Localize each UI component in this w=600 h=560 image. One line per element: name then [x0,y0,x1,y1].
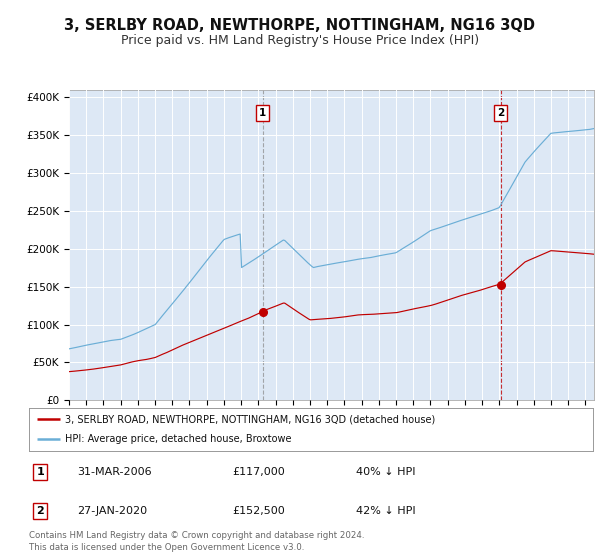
Text: HPI: Average price, detached house, Broxtowe: HPI: Average price, detached house, Brox… [65,434,292,444]
Text: 2: 2 [497,108,505,118]
Text: Price paid vs. HM Land Registry's House Price Index (HPI): Price paid vs. HM Land Registry's House … [121,34,479,46]
Text: 1: 1 [259,108,266,118]
Text: 2: 2 [36,506,44,516]
Text: 40% ↓ HPI: 40% ↓ HPI [356,467,415,477]
Text: 1: 1 [36,467,44,477]
Text: 42% ↓ HPI: 42% ↓ HPI [356,506,416,516]
Text: 27-JAN-2020: 27-JAN-2020 [77,506,147,516]
Text: 3, SERLBY ROAD, NEWTHORPE, NOTTINGHAM, NG16 3QD: 3, SERLBY ROAD, NEWTHORPE, NOTTINGHAM, N… [65,18,536,33]
Text: £152,500: £152,500 [232,506,284,516]
Text: 31-MAR-2006: 31-MAR-2006 [77,467,151,477]
Text: £117,000: £117,000 [232,467,284,477]
Text: 3, SERLBY ROAD, NEWTHORPE, NOTTINGHAM, NG16 3QD (detached house): 3, SERLBY ROAD, NEWTHORPE, NOTTINGHAM, N… [65,414,436,424]
Text: Contains HM Land Registry data © Crown copyright and database right 2024.
This d: Contains HM Land Registry data © Crown c… [29,531,364,552]
